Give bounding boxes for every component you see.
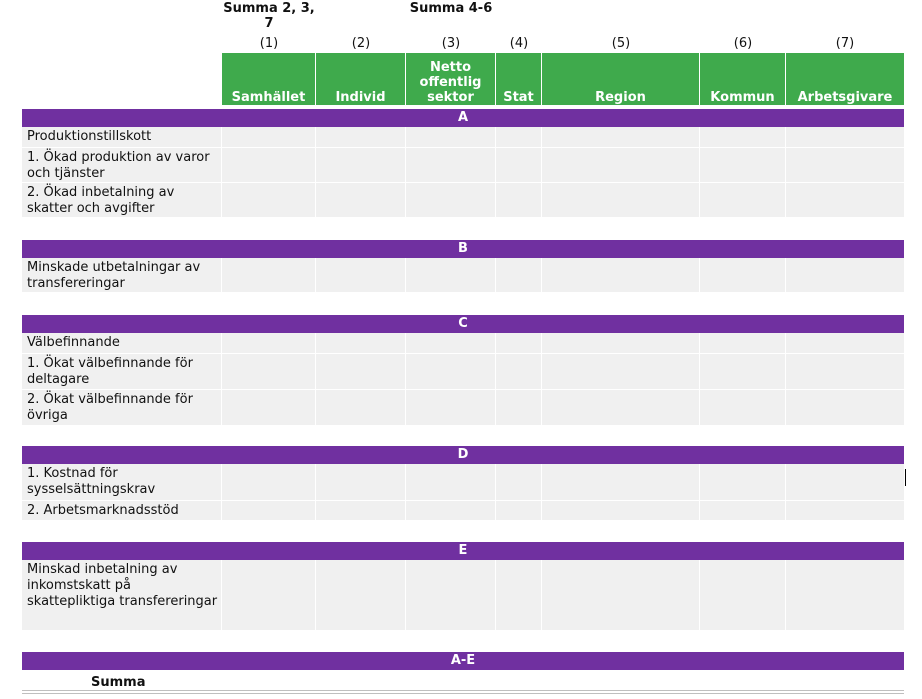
column-header-label: Kommun <box>710 90 775 105</box>
col-divider <box>221 127 222 217</box>
col-divider <box>221 560 222 630</box>
col-divider <box>699 464 700 520</box>
column-header-netto-offentlig-sektor[interactable]: Netto offentlig sektor <box>406 53 495 105</box>
column-number-1: (1) <box>259 36 279 51</box>
row-label-okad-produktion[interactable]: 1. Ökad produktion av varor och tjänster <box>22 148 220 182</box>
col-divider <box>405 560 406 630</box>
bottom-rule <box>22 693 904 694</box>
col-divider <box>541 258 542 292</box>
row-label-arbetsmarknadsstod[interactable]: 2. Arbetsmarknadsstöd <box>22 501 220 520</box>
row-label-okat-valbefinnande-deltagare[interactable]: 1. Ökat välbefinnande för deltagare <box>22 354 220 389</box>
column-header-label: Individ <box>335 90 386 105</box>
col-divider <box>785 464 786 520</box>
col-divider <box>405 464 406 520</box>
section-c-body: Välbefinnande 1. Ökat välbefinnande för … <box>22 333 904 425</box>
col-divider <box>495 464 496 520</box>
col-divider <box>221 464 222 520</box>
column-number-6: (6) <box>733 36 753 51</box>
col-divider <box>699 333 700 425</box>
column-header-label: Arbetsgivare <box>797 90 893 105</box>
col-divider <box>785 258 786 292</box>
row-divider <box>22 147 904 148</box>
section-band-c[interactable]: C <box>22 315 904 333</box>
col-divider <box>495 333 496 425</box>
section-e-body: Minskad inbetalning av inkomstskatt på s… <box>22 560 904 630</box>
col-divider <box>785 127 786 217</box>
summa-label: Summa <box>91 675 146 690</box>
column-header-individ[interactable]: Individ <box>316 53 405 105</box>
section-b-body: Minskade utbetalningar av transfereringa… <box>22 258 904 292</box>
col-divider <box>315 127 316 217</box>
column-number-4: (4) <box>509 36 529 51</box>
section-d-body: 1. Kostnad för sysselsättningskrav 2. Ar… <box>22 464 904 520</box>
column-header-stat[interactable]: Stat <box>496 53 541 105</box>
row-divider <box>22 353 904 354</box>
column-header-label: Netto offentlig sektor <box>419 60 482 105</box>
col-divider <box>315 560 316 630</box>
section-a-body: Produktionstillskott 1. Ökad produktion … <box>22 127 904 217</box>
bottom-rule <box>22 690 904 691</box>
col-divider <box>699 258 700 292</box>
col-divider <box>541 560 542 630</box>
col-divider <box>405 333 406 425</box>
col-divider <box>315 333 316 425</box>
col-divider <box>495 127 496 217</box>
row-label-produktionstillskott[interactable]: Produktionstillskott <box>22 127 220 147</box>
header-gap <box>316 0 317 52</box>
column-header-label: Region <box>595 90 646 105</box>
column-header-samhallet[interactable]: Samhället <box>222 53 315 105</box>
section-band-a[interactable]: A <box>22 109 904 127</box>
row-label-minskad-inbetalning-inkomstskatt[interactable]: Minskad inbetalning av inkomstskatt på s… <box>22 560 220 630</box>
col-divider <box>405 258 406 292</box>
column-number-2: (2) <box>351 36 371 51</box>
column-header-kommun[interactable]: Kommun <box>700 53 785 105</box>
col-divider <box>699 560 700 630</box>
col-divider <box>785 560 786 630</box>
section-band-d[interactable]: D <box>22 446 904 464</box>
column-header-label: Samhället <box>231 90 306 105</box>
column-header-arbetsgivare[interactable]: Arbetsgivare <box>786 53 904 105</box>
col-divider <box>315 258 316 292</box>
column-number-7: (7) <box>835 36 855 51</box>
section-band-b[interactable]: B <box>22 240 904 258</box>
row-label-kostnad-sysselsattningskrav[interactable]: 1. Kostnad för sysselsättningskrav <box>22 464 220 500</box>
col-divider <box>405 127 406 217</box>
col-divider <box>541 333 542 425</box>
column-header-label: Stat <box>503 90 534 105</box>
col-divider <box>699 127 700 217</box>
col-divider <box>221 333 222 425</box>
col-divider <box>495 258 496 292</box>
col-divider <box>221 258 222 292</box>
col-divider <box>785 333 786 425</box>
section-band-a-e[interactable]: A-E <box>22 652 904 670</box>
col-divider <box>541 464 542 520</box>
col-divider <box>495 560 496 630</box>
col-divider <box>541 127 542 217</box>
sum-label-col1: Summa 2, 3, 7 <box>223 1 315 31</box>
row-divider <box>22 500 904 501</box>
row-divider <box>22 182 904 183</box>
text-cursor <box>905 469 906 486</box>
column-number-3: (3) <box>441 36 461 51</box>
column-header-region[interactable]: Region <box>542 53 699 105</box>
row-divider <box>22 389 904 390</box>
row-label-okad-inbetalning[interactable]: 2. Ökad inbetalning av skatter och avgif… <box>22 183 220 217</box>
row-label-valbefinnande[interactable]: Välbefinnande <box>22 333 220 353</box>
column-number-5: (5) <box>611 36 631 51</box>
row-label-minskade-utbetalningar[interactable]: Minskade utbetalningar av transfereringa… <box>22 258 220 292</box>
sum-label-col3: Summa 4-6 <box>409 1 493 16</box>
col-divider <box>315 464 316 520</box>
section-band-e[interactable]: E <box>22 542 904 560</box>
row-label-okat-valbefinnande-ovriga[interactable]: 2. Ökat välbefinnande för övriga <box>22 390 220 425</box>
